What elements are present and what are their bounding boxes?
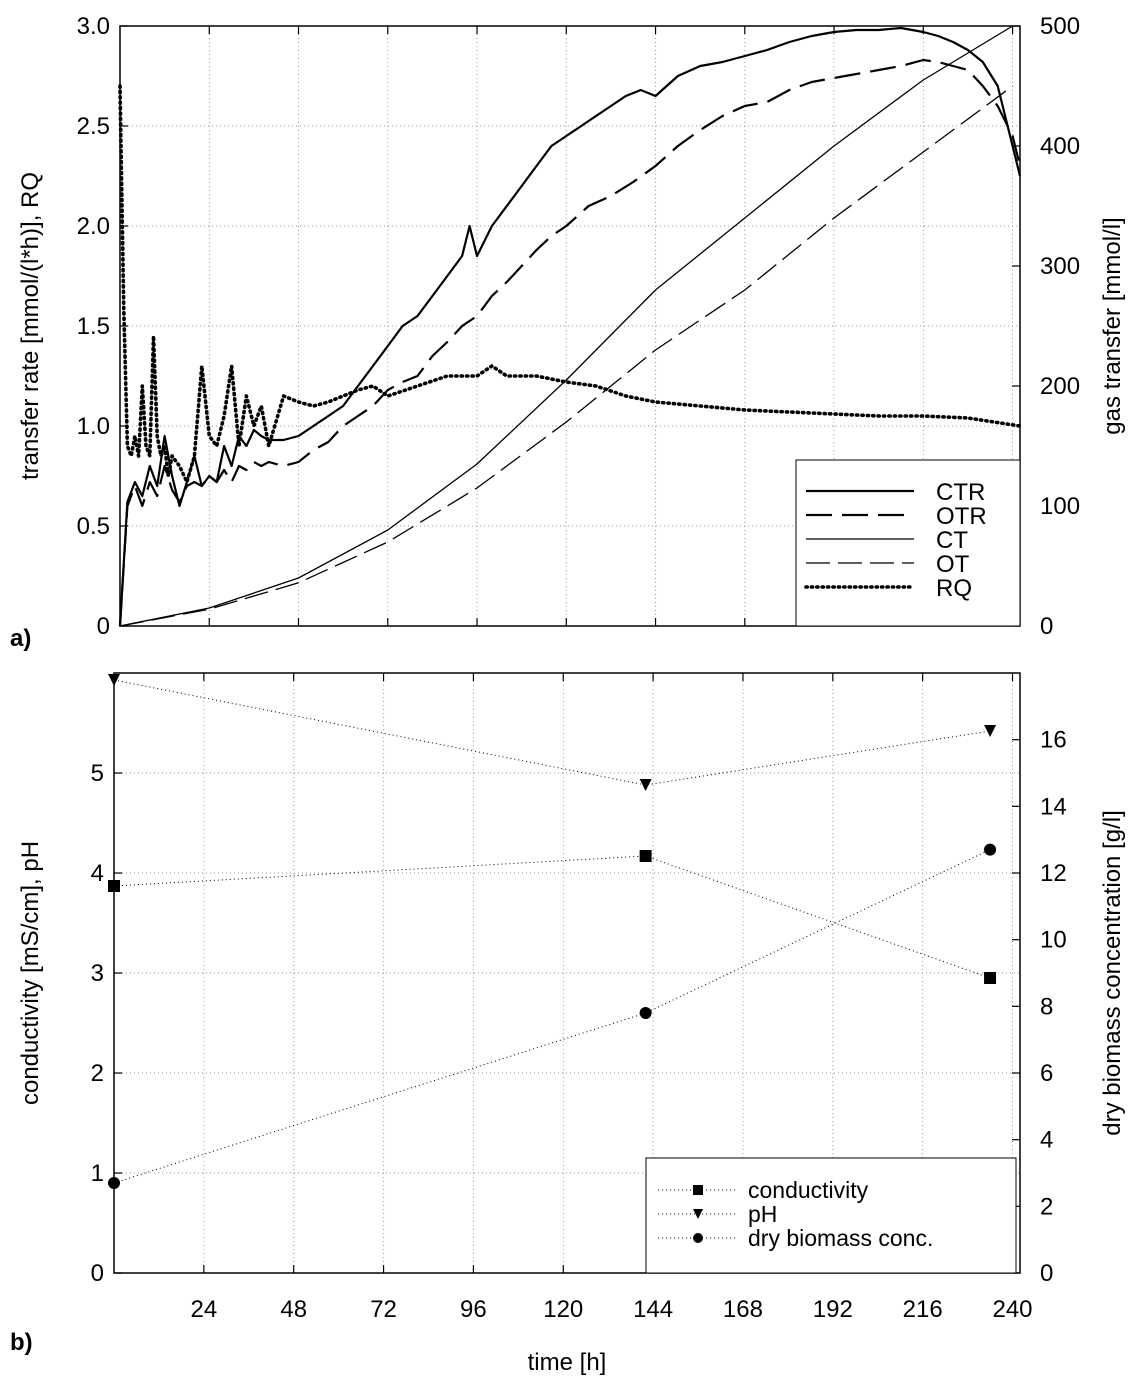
panel-b-left-axis-label: conductivity [mS/cm], pH — [17, 841, 44, 1105]
y-tick-label: 5 — [91, 760, 104, 787]
legend-label-otr: OTR — [936, 503, 987, 530]
dry-biomass-conc-series-line — [113, 849, 991, 1184]
panel-b-right-axis-label: dry biomass concentration [g/l] — [1099, 810, 1126, 1136]
y2-tick-label: 12 — [1040, 860, 1067, 887]
ct-series-line — [119, 25, 1013, 627]
y-tick-label: 3 — [91, 960, 104, 987]
y-tick-label: 0 — [91, 1260, 104, 1287]
x-tick-label: 240 — [992, 1296, 1032, 1323]
x-tick-label: 168 — [723, 1296, 763, 1323]
x-tick-label: 24 — [190, 1296, 217, 1323]
x-axis-label: time [h] — [528, 1349, 607, 1376]
y2-tick-label: 0 — [1040, 613, 1053, 640]
legend-marker-conductivity — [693, 1185, 703, 1195]
y-tick-label: 3.0 — [77, 13, 110, 40]
ph-data-point — [984, 725, 997, 737]
x-tick-label: 120 — [543, 1296, 583, 1323]
y-tick-label: 1.5 — [77, 313, 110, 340]
y2-tick-label: 0 — [1040, 1260, 1053, 1287]
ot-series-line — [119, 85, 1013, 627]
dry-biomass-conc-data-point — [984, 843, 997, 856]
panel-a-ticks: 0 0.5 1.0 1.5 2.0 2.5 3.0 0 100 200 300 400 500 — [77, 13, 1080, 640]
x-tick-label: 216 — [903, 1296, 943, 1323]
y2-tick-label: 10 — [1040, 927, 1067, 954]
ph-data-point — [639, 779, 652, 791]
y2-tick-label: 14 — [1040, 793, 1067, 820]
y-tick-label: 2.5 — [77, 113, 110, 140]
panel-b-grid — [114, 673, 1020, 1273]
legend-marker-dry-biomass-conc — [693, 1233, 703, 1243]
y2-tick-label: 200 — [1040, 373, 1080, 400]
panel-a-chart: 0 0.5 1.0 1.5 2.0 2.5 3.0 0 100 200 300 400 500 tran… — [10, 13, 1126, 652]
legend-label-rq: RQ — [936, 575, 972, 602]
ph-series-line — [113, 679, 991, 786]
legend-label-ct: CT — [936, 527, 968, 554]
y2-tick-label: 8 — [1040, 993, 1053, 1020]
y2-tick-label: 300 — [1040, 253, 1080, 280]
y-tick-label: 0 — [97, 613, 110, 640]
y2-tick-label: 100 — [1040, 493, 1080, 520]
x-tick-label: 192 — [813, 1296, 853, 1323]
panel-a-legend-box — [795, 459, 1021, 627]
y-tick-label: 1.0 — [77, 413, 110, 440]
conductivity-data-point — [639, 850, 652, 862]
panel-a-label: a) — [10, 625, 31, 652]
y-tick-label: 1 — [91, 1160, 104, 1187]
legend-marker-ph — [693, 1209, 703, 1219]
y2-tick-label: 16 — [1040, 727, 1067, 754]
x-tick-label: 96 — [460, 1296, 487, 1323]
y2-tick-label: 4 — [1040, 1127, 1053, 1154]
y-tick-label: 4 — [91, 860, 104, 887]
conductivity-data-point — [984, 972, 997, 984]
y2-tick-label: 500 — [1040, 13, 1080, 40]
x-tick-label: 72 — [370, 1296, 397, 1323]
panel-b-legend-box — [645, 1157, 1017, 1274]
panel-b-chart: 24 48 72 96 120 144 168 192 216 24001234502468101… — [10, 672, 1126, 1376]
otr-series-line — [118, 58, 1022, 627]
rq-series-line — [118, 84, 1022, 484]
legend-label-dry-biomass-conc: dry biomass conc. — [748, 1225, 933, 1251]
panel-b-label: b) — [10, 1329, 33, 1356]
panel-a-left-axis-label: transfer rate [mmol/(l*h)], RQ — [17, 172, 44, 480]
x-tick-label: 144 — [633, 1296, 673, 1323]
legend-label-ctr: CTR — [936, 479, 985, 506]
x-tick-label: 48 — [280, 1296, 307, 1323]
legend-label-ph: pH — [748, 1201, 777, 1227]
y-tick-label: 2.0 — [77, 213, 110, 240]
panel-a-right-axis-label: gas transfer [mmol/l] — [1099, 217, 1126, 434]
legend-label-ot: OT — [936, 551, 970, 578]
legend-label-conductivity: conductivity — [748, 1177, 869, 1203]
y2-tick-label: 6 — [1040, 1060, 1053, 1087]
dry-biomass-conc-data-point — [639, 1007, 652, 1019]
y2-tick-label: 400 — [1040, 133, 1080, 160]
y-tick-label: 0.5 — [77, 513, 110, 540]
y2-tick-label: 2 — [1040, 1193, 1053, 1220]
y-tick-label: 2 — [91, 1060, 104, 1087]
